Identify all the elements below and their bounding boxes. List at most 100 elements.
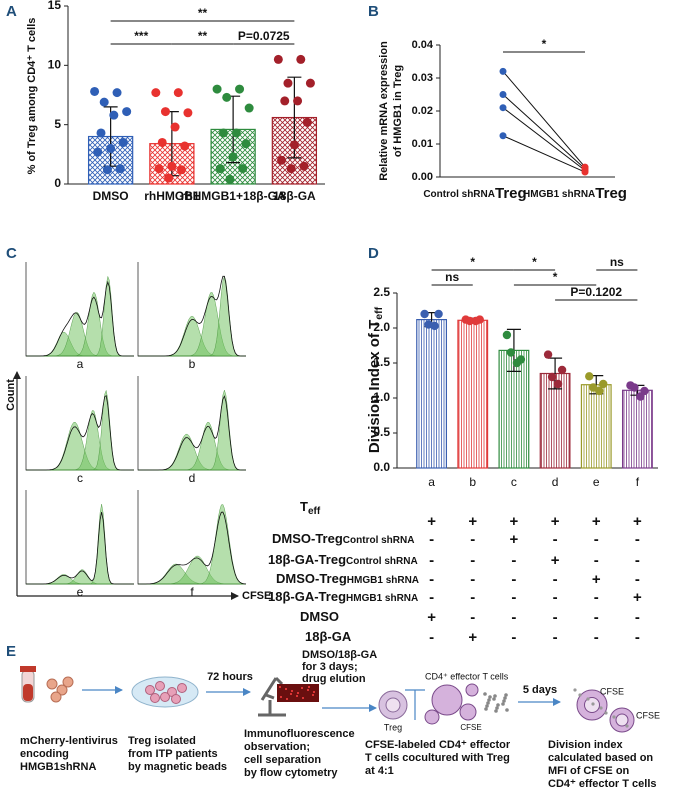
data-point	[157, 137, 167, 147]
histogram-label: b	[189, 357, 196, 371]
y-tick-label: 5	[54, 117, 61, 131]
data-point	[499, 104, 507, 112]
x-tick-label-part: Treg	[495, 185, 527, 202]
arrow-label: 5 days	[523, 684, 557, 696]
data-point	[553, 379, 563, 389]
x-tick-label-part: Control shRNA	[423, 189, 495, 200]
cell	[150, 693, 160, 703]
panel-label: A	[6, 3, 17, 20]
caption-line: Treg isolated	[128, 735, 196, 747]
condition-cell: +	[551, 513, 560, 530]
fluorescence-dot	[312, 694, 314, 696]
row-label-part: HMGB1 shRNA	[347, 575, 419, 586]
cfse-dot	[487, 698, 491, 702]
data-point	[99, 97, 109, 107]
panel-label: B	[368, 3, 379, 20]
histogram-label: f	[190, 585, 194, 599]
data-point	[543, 350, 553, 359]
caption-line: cell separation	[244, 754, 321, 766]
row-label-part: HMGB1 shRNA	[346, 593, 418, 604]
x-tick-label: b	[469, 475, 476, 489]
x-tick-label: d	[552, 475, 559, 489]
histogram-layer	[26, 422, 134, 471]
data-point	[471, 316, 480, 326]
y-axis-label-part: Division Index of T	[366, 320, 383, 453]
cfse-dot	[573, 688, 577, 692]
cfse-dot	[488, 695, 492, 699]
tube-cap	[20, 666, 36, 672]
y-axis-label: % of Treg among CD4⁺ T cells	[26, 18, 38, 175]
significance-label: P=0.0725	[238, 29, 290, 43]
y-tick-label: 0.00	[412, 171, 433, 183]
significance-label: P=0.1202	[570, 285, 622, 299]
condition-cell: -	[511, 629, 516, 646]
significance-label: *	[532, 255, 537, 269]
condition-cell: -	[635, 609, 640, 626]
cfse-dot	[578, 693, 582, 697]
data-point	[160, 107, 170, 117]
condition-cell: -	[594, 531, 599, 548]
caption-line: at 4:1	[365, 765, 394, 777]
caption-line: CD4⁺ effector T cells	[548, 778, 657, 789]
data-point	[502, 330, 512, 340]
x-tick-label: rhHMGB1	[144, 189, 200, 203]
y-tick-label: 0.01	[412, 138, 433, 150]
y-tick-label: 0.0	[373, 460, 390, 474]
pair-line	[502, 94, 586, 170]
caption-line: MFI of CFSE on	[548, 765, 630, 777]
caption-line: T cells cocultured with Treg	[365, 752, 510, 764]
effector-cell	[465, 683, 479, 697]
fluorescence-dot	[279, 686, 281, 688]
y-tick-label: 2.0	[373, 320, 390, 334]
significance-label: *	[470, 255, 475, 269]
virus	[56, 684, 68, 696]
data-point	[238, 164, 248, 174]
arrow-label: for 3 days;	[302, 661, 358, 673]
condition-cell: +	[633, 589, 642, 606]
cfse-dot	[586, 697, 590, 701]
significance-label: **	[198, 6, 208, 20]
x-tick-label-part: HMGB1 shRNA	[523, 189, 595, 200]
nucleus	[615, 713, 629, 727]
data-point	[167, 161, 177, 171]
cfse-dot	[591, 702, 595, 706]
condition-cell: -	[635, 629, 640, 646]
fluorescence-dot	[285, 688, 287, 690]
data-point	[296, 54, 306, 64]
data-point	[420, 309, 429, 319]
data-point	[219, 128, 229, 138]
y-tick-label: 0	[54, 176, 61, 190]
data-point	[215, 164, 225, 174]
row-label-part: eff	[308, 506, 321, 517]
histogram-outline	[138, 511, 247, 585]
row-label: Teff	[300, 499, 321, 516]
caption-line: by magnetic beads	[128, 761, 227, 773]
histogram-label: d	[189, 471, 196, 485]
data-point	[244, 103, 254, 113]
condition-cell: -	[429, 571, 434, 588]
condition-cell: -	[594, 629, 599, 646]
condition-cell: +	[551, 552, 560, 569]
data-point	[118, 137, 128, 147]
significance-label: ***	[134, 29, 148, 43]
x-tick-label: c	[511, 475, 517, 489]
pair-line	[502, 71, 586, 168]
virus	[46, 678, 58, 690]
cfse-dot	[599, 706, 603, 710]
condition-cell: -	[511, 552, 516, 569]
data-point	[302, 117, 312, 127]
data-point	[599, 379, 608, 389]
fluorescence-dot	[313, 691, 315, 693]
condition-cell: -	[511, 609, 516, 626]
fluorescence-dot	[280, 696, 282, 698]
data-point	[241, 139, 251, 149]
data-point	[122, 107, 132, 117]
data-point	[112, 88, 122, 98]
condition-cell: +	[510, 513, 519, 530]
cfse-dot	[625, 724, 629, 728]
data-point	[499, 67, 507, 75]
cfse-dot	[504, 693, 508, 697]
condition-cell: +	[592, 513, 601, 530]
condition-cell: -	[470, 609, 475, 626]
condition-cell: +	[510, 531, 519, 548]
